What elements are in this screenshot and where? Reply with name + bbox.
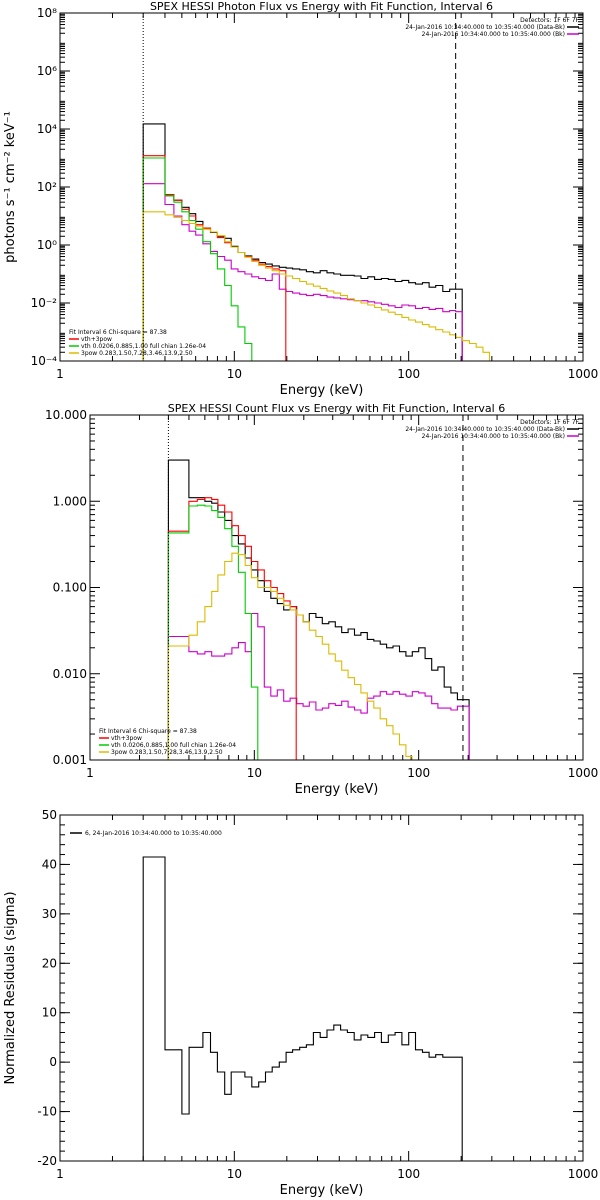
plot-title: SPEX HESSI Count Flux vs Energy with Fit… — [168, 402, 505, 415]
legend-entry-fit: vth 0.0206,0.885,1.00 full chian 1.26e-0… — [111, 742, 236, 749]
y-tick-label: 10⁸ — [37, 6, 57, 20]
x-axis-label: Energy (keV) — [280, 383, 364, 398]
series-line — [167, 504, 264, 760]
y-tick-label: 30 — [42, 907, 57, 921]
x-tick-label: 10 — [227, 367, 242, 381]
x-minor-ticks — [111, 815, 576, 1161]
data-series-group — [142, 123, 491, 361]
x-tick-label: 1000 — [568, 766, 599, 780]
plot-frame — [89, 414, 584, 761]
y-tick-label: 50 — [42, 808, 57, 822]
series-line — [142, 856, 463, 1161]
series-line — [167, 459, 470, 760]
y-tick-label: 20 — [42, 956, 57, 970]
x-tick-label: 100 — [397, 367, 420, 381]
x-tick-label: 100 — [407, 766, 430, 780]
y-tick-label: 10⁴ — [37, 122, 57, 136]
plot-panel-3: 1 10 100 1000 -20 -10 0 10 20 30 40 50 Energy (keV) N… — [3, 808, 598, 1198]
y-tick-label: 10.000 — [45, 408, 87, 422]
plot-title: SPEX HESSI Photon Flux vs Energy with Fi… — [150, 0, 493, 13]
y-tick-label: 0 — [49, 1055, 57, 1069]
legend-entry-fit: vth 0.0206,0.885,1.00 full chian 1.26e-0… — [81, 343, 206, 350]
y-tick-label: 10² — [37, 180, 57, 194]
x-tick-label: 1000 — [568, 1167, 599, 1181]
x-tick-label: 100 — [397, 1167, 420, 1181]
plot-panel-1: SPEX HESSI Photon Flux vs Energy with Fi… — [3, 0, 598, 398]
legend-entry-fit: Fit Interval 6 Chi-square = 87.38 — [69, 329, 167, 336]
y-tick-label: 0.100 — [53, 581, 87, 595]
y-tick-label: 10⁶ — [37, 64, 57, 78]
plot-frame — [59, 12, 584, 362]
legend-detectors: Detectors: 1F 6F 7F — [520, 17, 579, 24]
y-tick-label: -20 — [37, 1154, 57, 1168]
data-series-group — [142, 856, 463, 1161]
series-line — [142, 211, 491, 361]
x-tick-label: 1 — [56, 1167, 64, 1181]
x-axis-label: Energy (keV) — [295, 782, 379, 797]
legend-entry-data: 24-Jan-2016 10:34:40.000 to 10:35:40.000… — [405, 426, 565, 433]
x-minor-ticks — [138, 415, 576, 760]
legend-entry-fit: vth+3pow — [111, 735, 142, 742]
y-tick-label: 0.010 — [53, 667, 87, 681]
x-axis-label: Energy (keV) — [280, 1183, 364, 1198]
legend-entry-bk: 24-Jan-2016 10:34:40.000 to 10:35:40.000… — [422, 31, 565, 38]
legend-detectors: Detectors: 1F 6F 7F — [520, 419, 579, 426]
legend-entry-data: 24-Jan-2016 10:34:40.000 to 10:35:40.000… — [405, 24, 565, 31]
x-minor-ticks — [111, 13, 576, 361]
x-tick-label: 1 — [86, 766, 94, 780]
series-line — [142, 157, 266, 361]
plot-panel-2: SPEX HESSI Count Flux vs Energy with Fit… — [45, 402, 598, 797]
y-tick-label: 10⁰ — [37, 238, 57, 252]
series-line — [167, 497, 297, 760]
legend-entry-fit: Fit Interval 6 Chi-square = 87.38 — [99, 728, 197, 735]
x-tick-label: 10 — [227, 1167, 242, 1181]
legend-entry-fit: vth+3pow — [81, 336, 112, 343]
y-tick-label: 10⁻⁴ — [31, 354, 58, 368]
legend-entry-bk: 24-Jan-2016 10:34:40.000 to 10:35:40.000… — [422, 433, 565, 440]
legend-entry-fit: 3pow 0.283,1.50,7.28,3.46,13.9,2.50 — [81, 350, 193, 357]
y-tick-label: 0.001 — [53, 753, 87, 767]
series-line — [167, 552, 413, 760]
y-tick-label: 10 — [42, 1006, 57, 1020]
plot-frame — [59, 814, 584, 1162]
x-tick-label: 10 — [247, 766, 262, 780]
y-tick-label: 1.000 — [53, 494, 87, 508]
y-tick-label: -10 — [37, 1105, 57, 1119]
y-axis-label: photons s⁻¹ cm⁻² keV⁻¹ — [3, 111, 18, 263]
legend-entry-residual: 6, 24-Jan-2016 10:34:40.000 to 10:35:40.… — [85, 830, 222, 837]
y-axis-label: Normalized Residuals (sigma) — [3, 891, 18, 1084]
legend-entry-fit: 3pow 0.283,1.50,7.28,3.46,13.9,2.50 — [111, 749, 223, 756]
y-tick-label: 40 — [42, 857, 57, 871]
x-tick-label: 1000 — [568, 367, 599, 381]
y-tick-label: 10⁻² — [31, 296, 58, 310]
x-tick-label: 1 — [56, 367, 64, 381]
data-series-group — [167, 459, 470, 760]
series-line — [167, 612, 470, 760]
